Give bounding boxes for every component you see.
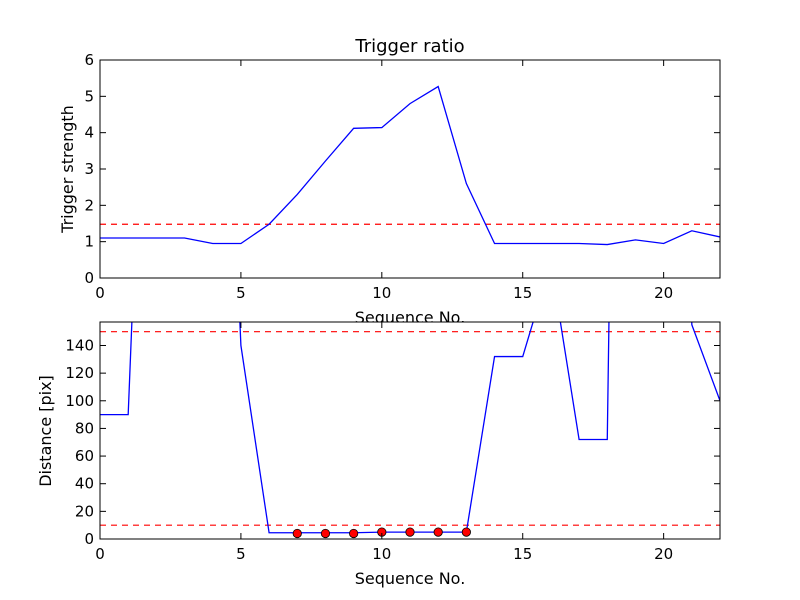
top-y-tick-label: 0 [84,269,94,287]
top-y-tick-label: 5 [84,87,94,105]
top-x-axis-ticks: 0 5 10 15 20 [95,60,673,302]
bottom-y-axis-ticks: 0 20 40 60 80 100 120 140 [65,336,720,548]
top-y-tick-label: 2 [84,196,94,214]
bottom-x-axis-label: Sequence No. [355,569,466,588]
bottom-x-axis-ticks: 0 5 10 15 20 [95,322,673,563]
bottom-y-tick-label: 20 [75,502,94,520]
top-plot-background [100,60,720,278]
bottom-x-tick-label: 20 [654,545,673,563]
bottom-series-1-point-1 [320,528,331,539]
bottom-x-tick-label: 0 [95,545,105,563]
bottom-y-tick-label: 0 [84,530,94,548]
top-y-tick-label: 1 [84,233,94,251]
bottom-threshold-lines [100,331,720,526]
bottom-y-tick-label: 80 [75,419,94,437]
top-x-tick-label: 20 [654,284,673,302]
bottom-y-tick-label: 140 [65,336,94,354]
top-x-tick-label: 15 [513,284,532,302]
top-y-tick-label: 6 [84,51,94,69]
top-x-tick-label: 5 [236,284,246,302]
bottom-y-tick-label: 120 [65,364,94,382]
bottom-series-1-point-2 [349,528,359,539]
bottom-y-axis-label: Distance [pix] [36,375,55,487]
chart-title: Trigger ratio [354,36,464,57]
bottom-series-1-point-4 [405,527,415,537]
top-x-tick-label: 0 [95,284,105,302]
bottom-series-1-point-5 [433,527,443,537]
bottom-plot-background [100,322,720,539]
bottom-y-tick-label: 40 [75,475,94,493]
bottom-y-tick-label: 100 [65,392,94,410]
top-series-0-line [100,85,720,246]
bottom-series-1-point-6 [461,527,471,537]
top-y-tick-label: 3 [84,160,94,178]
bottom-plot-frame [99,321,721,540]
top-x-tick-label: 10 [372,284,391,302]
bottom-y-tick-label: 60 [75,447,94,465]
bottom-x-tick-label: 15 [513,545,532,563]
bottom-x-tick-label: 5 [236,545,246,563]
top-y-axis-label: Trigger strength [58,105,77,234]
bottom-series-group [100,322,720,539]
top-series-group [100,85,720,246]
bottom-series-1-point-0 [292,528,302,539]
top-y-axis-ticks: 0 1 2 3 4 5 6 [84,51,720,287]
bottom-x-tick-label: 10 [372,545,391,563]
bottom-subplot: 0 5 10 15 20 0 20 40 60 80 100 120 140 Sequence No.… [36,321,721,588]
top-y-tick-label: 4 [84,124,94,142]
